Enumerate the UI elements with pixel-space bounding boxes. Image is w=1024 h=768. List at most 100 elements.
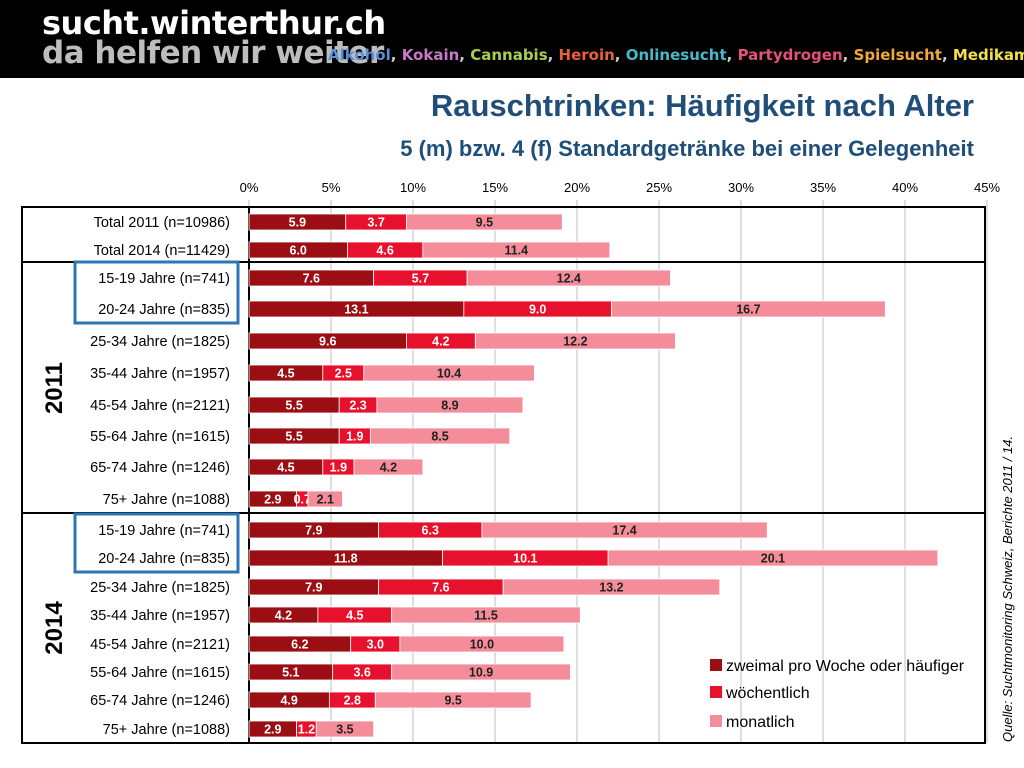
data-label: 2.1 <box>317 493 334 507</box>
topic-kokain: Kokain <box>401 46 460 64</box>
topic-heroin: Heroin <box>558 46 615 64</box>
category-label: 45-54 Jahre (n=2121) <box>90 637 230 653</box>
data-label: 1.9 <box>330 461 347 475</box>
category-label: 65-74 Jahre (n=1246) <box>90 693 230 709</box>
x-tick-label: 20% <box>564 180 590 195</box>
chart-subtitle: 5 (m) bzw. 4 (f) Standardgetränke bei ei… <box>400 136 974 161</box>
data-label: 3.5 <box>336 723 353 737</box>
topic-list: Alkohol, Kokain, Cannabis, Heroin, Onlin… <box>328 46 1024 64</box>
data-label: 8.5 <box>431 430 448 444</box>
bar-monatlich <box>607 549 939 567</box>
category-label: Total 2014 (n=11429) <box>94 243 230 259</box>
data-label: 17.4 <box>612 524 636 538</box>
data-label: 2.3 <box>349 399 366 413</box>
data-label: 0.7 <box>294 493 311 507</box>
data-label: 4.5 <box>277 367 294 381</box>
category-label: 65-74 Jahre (n=1246) <box>90 460 230 476</box>
topic-medikamente: Medikamente <box>952 46 1024 64</box>
data-label: 5.5 <box>285 430 302 444</box>
category-label: 20-24 Jahre (n=835) <box>98 551 230 567</box>
category-label: 25-34 Jahre (n=1825) <box>90 580 230 596</box>
data-label: 11.8 <box>334 552 358 566</box>
x-tick-label: 10% <box>400 180 426 195</box>
topic-onlinesucht: Onlinesucht <box>625 46 727 64</box>
topic-partydrogen: Partydrogen <box>737 46 843 64</box>
x-tick-label: 0% <box>240 180 259 195</box>
data-label: 2.8 <box>344 694 361 708</box>
topic-spielsucht: Spielsucht <box>853 46 942 64</box>
data-label: 4.5 <box>277 461 294 475</box>
data-label: 6.0 <box>290 244 307 258</box>
category-label: 55-64 Jahre (n=1615) <box>90 665 230 681</box>
bar-monatlich <box>481 521 768 539</box>
topic-cannabis: Cannabis <box>470 46 548 64</box>
data-label: 6.3 <box>422 524 439 538</box>
legend-label: monatlich <box>726 714 794 731</box>
bar-monatlich <box>502 578 721 596</box>
data-label: 10.1 <box>513 552 537 566</box>
group-label-2011: 2011 <box>41 362 68 414</box>
bar-monatlich <box>422 241 611 259</box>
data-label: 5.5 <box>285 399 302 413</box>
brand-title: sucht.winterthur.ch <box>42 4 386 42</box>
data-label: 8.9 <box>441 399 458 413</box>
category-label: 20-24 Jahre (n=835) <box>98 302 230 318</box>
data-label: 11.5 <box>474 609 498 623</box>
category-label: 55-64 Jahre (n=1615) <box>90 429 230 445</box>
data-label: 20.1 <box>761 552 785 566</box>
bar-monatlich <box>611 300 886 318</box>
data-label: 6.2 <box>291 638 308 652</box>
legend-swatch-monatlich <box>710 715 722 727</box>
data-label: 4.9 <box>280 694 297 708</box>
data-label: 7.6 <box>303 272 320 286</box>
bar-monatlich <box>391 606 581 624</box>
bar-monatlich <box>363 364 535 382</box>
bar-monatlich <box>374 691 532 709</box>
data-label: 7.6 <box>432 581 449 595</box>
legend-swatch-zweimal-pro-woche-oder-h-ufiger <box>710 659 722 671</box>
highlight-box-1 <box>73 512 240 574</box>
data-label: 3.6 <box>353 666 370 680</box>
data-label: 2.9 <box>264 723 281 737</box>
data-label: 11.4 <box>504 244 528 258</box>
category-label: 45-54 Jahre (n=2121) <box>90 398 230 414</box>
data-label: 9.0 <box>529 303 546 317</box>
x-tick-label: 40% <box>892 180 918 195</box>
bar-monatlich <box>315 720 375 738</box>
header-banner: sucht.winterthur.ch da helfen wir weiter… <box>0 0 1024 78</box>
data-label: 13.2 <box>599 581 623 595</box>
highlight-box-0 <box>73 260 240 325</box>
bar-monatlich <box>353 458 424 476</box>
chart-title: Rauschtrinken: Häufigkeit nach Alter <box>430 88 974 123</box>
data-label: 2.5 <box>335 367 352 381</box>
category-label: 25-34 Jahre (n=1825) <box>90 334 230 350</box>
source-note: Quelle: Suchtmonitoring Schweiz, Bericht… <box>1000 435 1015 742</box>
topic-alkohol: Alkohol <box>328 46 391 64</box>
category-label: 35-44 Jahre (n=1957) <box>90 608 230 624</box>
category-label: 15-19 Jahre (n=741) <box>98 271 230 287</box>
x-tick-label: 30% <box>728 180 754 195</box>
bar-monatlich <box>376 396 524 414</box>
data-label: 9.5 <box>444 694 461 708</box>
group-label-2014: 2014 <box>41 601 68 655</box>
x-tick-label: 25% <box>646 180 672 195</box>
legend-label: wöchentlich <box>725 685 810 702</box>
x-tick-label: 35% <box>810 180 836 195</box>
bar-monatlich <box>307 490 343 508</box>
x-tick-label: 5% <box>322 180 341 195</box>
category-label: Total 2011 (n=10986) <box>94 215 230 231</box>
data-label: 4.2 <box>432 335 449 349</box>
data-label: 12.2 <box>563 335 587 349</box>
bar-monatlich <box>391 663 571 681</box>
brand-tagline: da helfen wir weiter <box>42 35 384 71</box>
data-label: 3.0 <box>367 638 384 652</box>
data-label: 13.1 <box>344 303 368 317</box>
bar-monatlich <box>406 213 563 231</box>
data-label: 12.4 <box>557 272 581 286</box>
data-label: 10.9 <box>469 666 493 680</box>
data-label: 5.9 <box>289 216 306 230</box>
bar-monatlich <box>369 427 511 445</box>
category-label: 75+ Jahre (n=1088) <box>103 492 230 508</box>
chart-frame <box>21 206 986 744</box>
